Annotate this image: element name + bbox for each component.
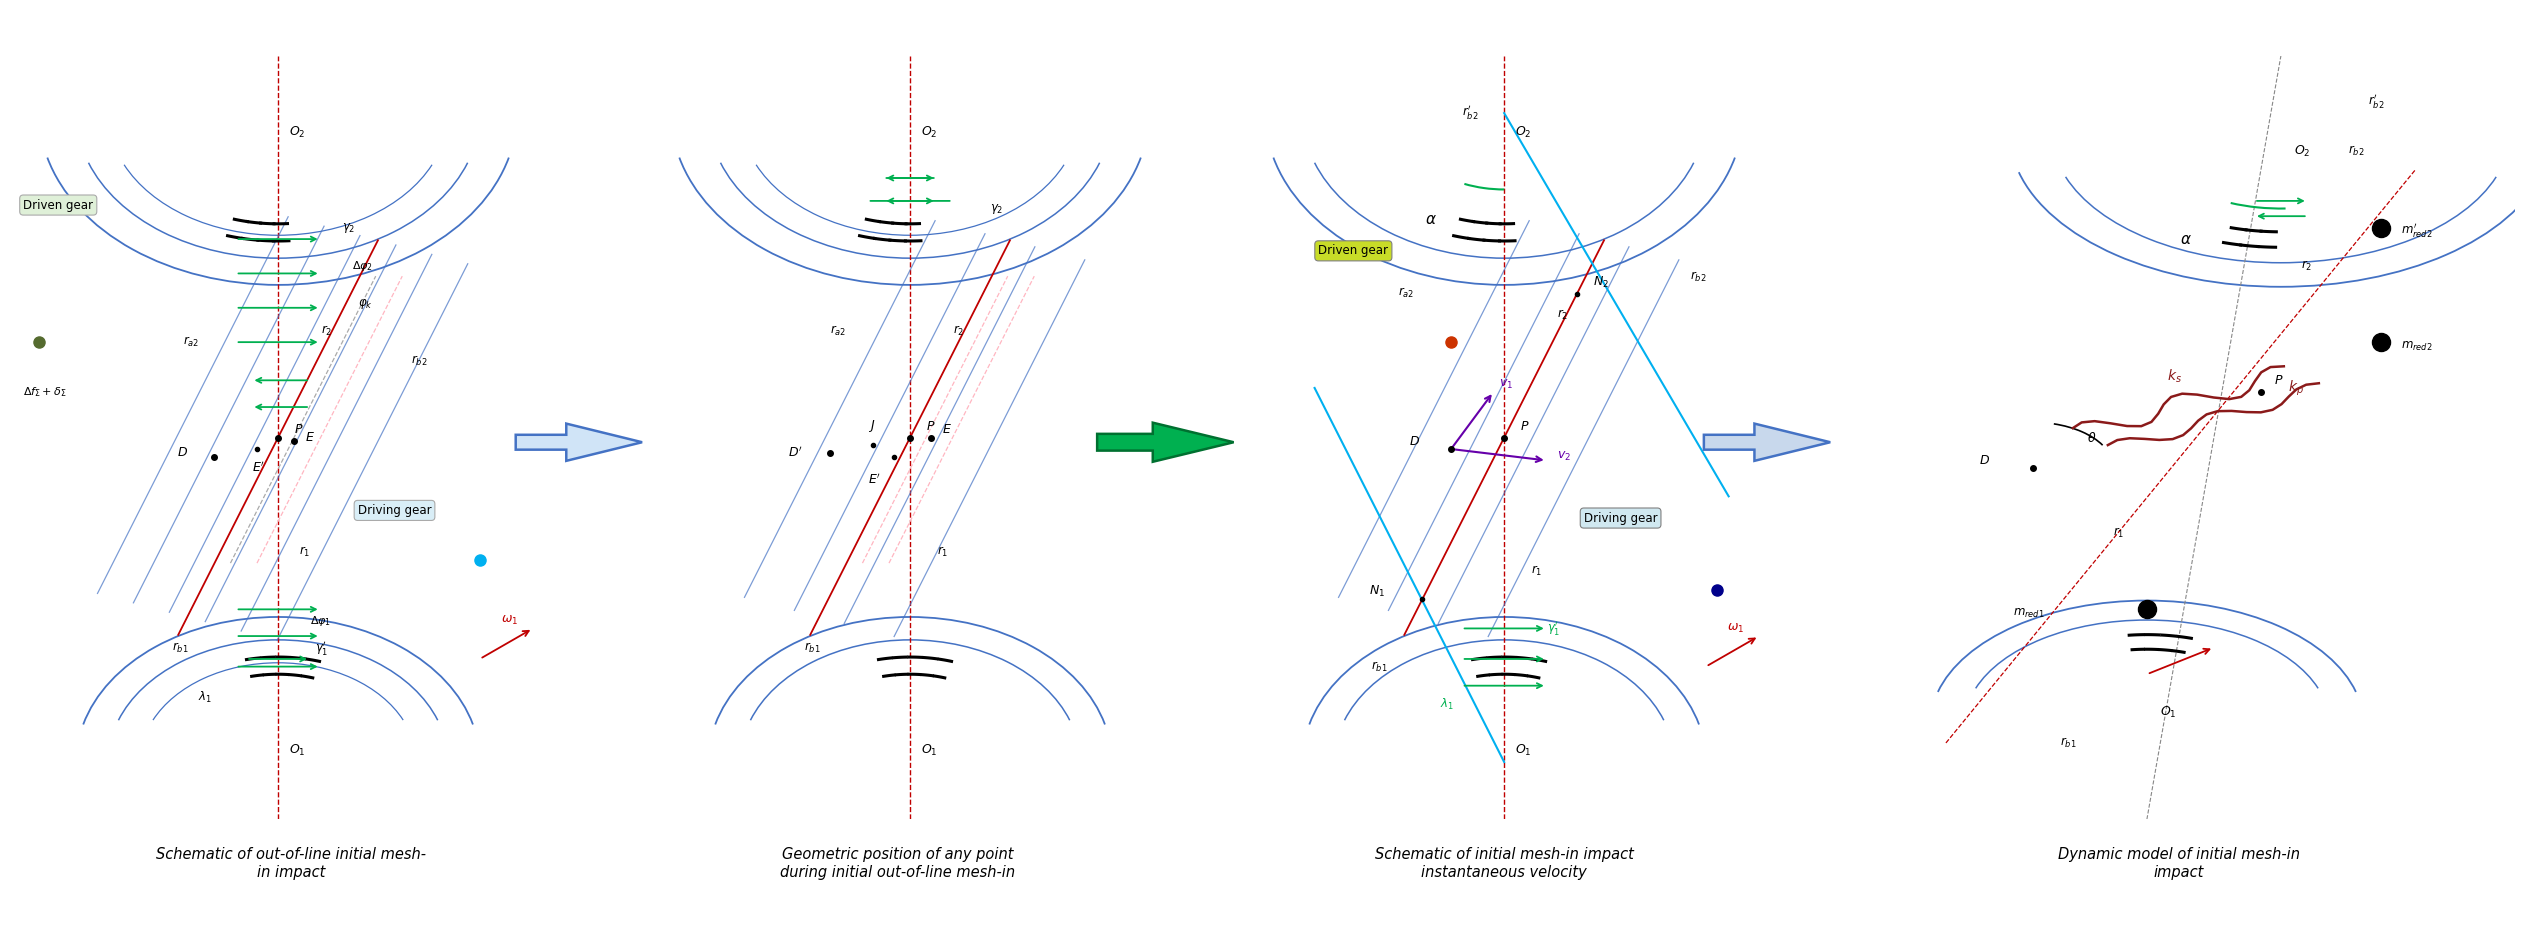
Text: $N_1$: $N_1$ xyxy=(1370,584,1385,599)
Text: $O_2$: $O_2$ xyxy=(1514,125,1532,140)
Text: $\Delta f_\Sigma + \delta_\Sigma$: $\Delta f_\Sigma + \delta_\Sigma$ xyxy=(23,385,66,398)
Text: $r_{a2}$: $r_{a2}$ xyxy=(182,335,200,349)
Polygon shape xyxy=(516,424,642,461)
Text: $\alpha$: $\alpha$ xyxy=(1423,212,1436,227)
Text: Schematic of out-of-line initial mesh-
in impact: Schematic of out-of-line initial mesh- i… xyxy=(157,847,425,880)
Text: $m_{red2}$: $m_{red2}$ xyxy=(2402,340,2432,353)
Text: $r_{b1}$: $r_{b1}$ xyxy=(804,641,822,654)
Text: Driven gear: Driven gear xyxy=(1320,244,1388,257)
Text: $r_2$: $r_2$ xyxy=(953,324,963,338)
Text: $O_2$: $O_2$ xyxy=(920,125,938,140)
Text: $v_2$: $v_2$ xyxy=(1557,450,1572,464)
Text: $O_1$: $O_1$ xyxy=(2161,705,2177,720)
Text: $\omega_1$: $\omega_1$ xyxy=(1727,622,1744,635)
Text: Dynamic model of initial mesh-in
impact: Dynamic model of initial mesh-in impact xyxy=(2058,847,2300,880)
Text: $r_2$: $r_2$ xyxy=(2300,259,2313,273)
Text: $\Delta\varphi_1$: $\Delta\varphi_1$ xyxy=(311,614,331,627)
Text: Geometric position of any point
during initial out-of-line mesh-in: Geometric position of any point during i… xyxy=(779,847,1016,880)
Text: $r_{b2}'$: $r_{b2}'$ xyxy=(1461,104,1479,122)
Text: $m_{red1}$: $m_{red1}$ xyxy=(2012,607,2045,620)
Text: $m_{red2}'$: $m_{red2}'$ xyxy=(2402,223,2432,240)
Text: $r_1$: $r_1$ xyxy=(935,545,948,560)
Text: $O_2$: $O_2$ xyxy=(288,125,306,140)
Text: $r_1$: $r_1$ xyxy=(2113,526,2124,540)
Text: $E$: $E$ xyxy=(943,424,953,437)
Text: Driven gear: Driven gear xyxy=(23,198,94,211)
Text: $P$: $P$ xyxy=(1519,420,1529,433)
Text: $\omega_1$: $\omega_1$ xyxy=(501,614,518,627)
Text: $D$: $D$ xyxy=(177,446,187,459)
Text: $\gamma_2$: $\gamma_2$ xyxy=(991,201,1004,216)
Text: $N_2$: $N_2$ xyxy=(1593,275,1608,290)
Text: $P$: $P$ xyxy=(925,420,935,433)
Text: $k_s$: $k_s$ xyxy=(2166,368,2182,385)
Text: $O_2$: $O_2$ xyxy=(2295,143,2311,159)
Text: $E'$: $E'$ xyxy=(250,461,265,476)
Text: $r_2$: $r_2$ xyxy=(1557,308,1567,322)
Text: Driving gear: Driving gear xyxy=(1583,511,1658,524)
Text: $r_{b2}'$: $r_{b2}'$ xyxy=(2369,92,2384,111)
Text: $O_1$: $O_1$ xyxy=(288,743,306,758)
Text: $r_{b2}$: $r_{b2}$ xyxy=(410,354,427,369)
Text: $P$: $P$ xyxy=(293,424,303,437)
Text: $\gamma_1'$: $\gamma_1'$ xyxy=(316,639,329,656)
Text: $P$: $P$ xyxy=(2275,374,2283,386)
Text: $\lambda_1$: $\lambda_1$ xyxy=(1441,697,1454,712)
Text: $J$: $J$ xyxy=(867,418,875,434)
Text: $v_1$: $v_1$ xyxy=(1499,378,1512,391)
Text: $E'$: $E'$ xyxy=(867,472,880,487)
Text: $\varphi_k$: $\varphi_k$ xyxy=(359,297,372,311)
Text: $r_{a2}$: $r_{a2}$ xyxy=(829,324,847,338)
Text: $\lambda_1$: $\lambda_1$ xyxy=(197,690,212,705)
Text: $D$: $D$ xyxy=(1408,435,1421,448)
Text: $r_2$: $r_2$ xyxy=(321,324,331,338)
Text: $D'$: $D'$ xyxy=(789,446,804,460)
Text: $r_{b2}$: $r_{b2}$ xyxy=(2349,144,2364,158)
Text: $r_{a2}$: $r_{a2}$ xyxy=(1398,286,1413,300)
Text: $r_1$: $r_1$ xyxy=(298,545,311,560)
Polygon shape xyxy=(1097,423,1234,462)
Text: $r_{b1}$: $r_{b1}$ xyxy=(1370,659,1388,674)
Text: $\gamma_1'$: $\gamma_1'$ xyxy=(1547,619,1560,638)
Text: Schematic of initial mesh-in impact
instantaneous velocity: Schematic of initial mesh-in impact inst… xyxy=(1375,847,1633,880)
Text: $k_p$: $k_p$ xyxy=(2288,378,2303,398)
Text: $O_1$: $O_1$ xyxy=(920,743,938,758)
Text: $\theta$: $\theta$ xyxy=(2086,430,2096,445)
Text: $\alpha$: $\alpha$ xyxy=(2179,232,2192,247)
Text: $r_{b1}$: $r_{b1}$ xyxy=(172,641,190,654)
Text: $r_{b2}$: $r_{b2}$ xyxy=(1689,270,1706,284)
Polygon shape xyxy=(1704,424,1830,461)
Text: $\Delta\varphi_2$: $\Delta\varphi_2$ xyxy=(351,259,374,273)
Text: $O_1$: $O_1$ xyxy=(1514,743,1532,758)
Text: $\gamma_2$: $\gamma_2$ xyxy=(341,221,354,235)
Text: $D$: $D$ xyxy=(1979,454,1990,467)
Text: Driving gear: Driving gear xyxy=(359,504,432,517)
Text: $r_{b1}$: $r_{b1}$ xyxy=(2060,735,2075,750)
Text: $E$: $E$ xyxy=(303,431,313,444)
Text: $r_1$: $r_1$ xyxy=(1529,564,1542,578)
